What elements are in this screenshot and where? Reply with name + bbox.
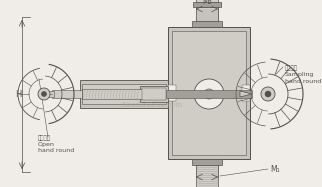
Text: hand round: hand round xyxy=(285,79,321,84)
Bar xyxy=(82,89,142,99)
Circle shape xyxy=(204,89,214,99)
Polygon shape xyxy=(240,91,252,97)
Circle shape xyxy=(42,91,46,96)
Text: Open: Open xyxy=(38,142,55,147)
Circle shape xyxy=(38,88,50,100)
Bar xyxy=(140,86,168,102)
Bar xyxy=(196,7,218,21)
Bar xyxy=(196,0,218,2)
Bar xyxy=(242,85,250,101)
Text: Sampling: Sampling xyxy=(285,72,314,77)
Text: NeedleValve.com: NeedleValve.com xyxy=(121,101,183,109)
Text: 取样手轮: 取样手轮 xyxy=(285,65,298,71)
Bar xyxy=(168,27,250,159)
Circle shape xyxy=(265,91,271,97)
Bar xyxy=(193,2,221,7)
Text: H: H xyxy=(15,90,21,99)
Bar xyxy=(80,80,168,108)
Bar xyxy=(168,85,176,101)
Circle shape xyxy=(261,87,275,101)
Bar xyxy=(172,31,246,155)
Bar xyxy=(48,91,54,97)
Bar xyxy=(142,88,166,100)
Bar xyxy=(196,165,218,187)
Text: 开启手轮: 开启手轮 xyxy=(38,135,51,141)
Text: M₂: M₂ xyxy=(202,0,212,6)
Bar xyxy=(52,90,82,98)
Bar xyxy=(166,90,252,98)
Text: hand round: hand round xyxy=(38,148,74,153)
Circle shape xyxy=(194,79,224,109)
Bar xyxy=(192,21,222,27)
Bar xyxy=(192,159,222,165)
Bar xyxy=(82,84,166,104)
Text: M₁: M₁ xyxy=(270,165,279,174)
